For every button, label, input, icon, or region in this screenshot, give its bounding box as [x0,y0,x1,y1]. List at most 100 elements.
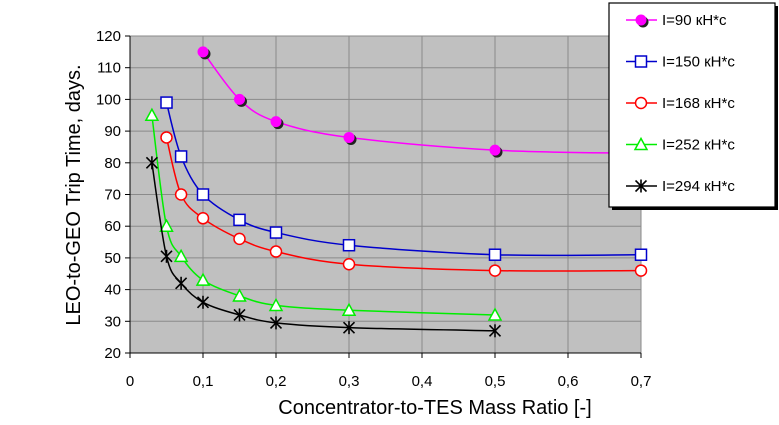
legend-marker [634,179,648,193]
data-point [196,295,210,309]
x-tick-label: 0,7 [631,373,652,390]
marker-circle [197,46,209,58]
data-point [488,248,502,261]
marker-circle [635,14,647,26]
data-point [233,308,246,322]
marker-triangle [159,218,174,232]
marker-square [488,248,502,261]
marker-square [174,150,188,163]
data-point [173,248,189,263]
marker-square [233,213,246,227]
data-point [487,307,503,321]
marker-triangle [633,136,649,151]
series-group [144,46,648,338]
y-tick-label: 20 [104,345,121,362]
legend-item: I=294 кН*с [626,178,735,195]
data-point [145,156,158,170]
legend-label: I=252 кН*с [662,137,735,154]
data-point [232,288,247,302]
marker-square [196,188,210,201]
data-point [341,302,357,316]
data-point [234,93,247,107]
data-point [269,245,283,258]
data-point [489,144,503,158]
data-point [233,232,246,246]
y-tick-label: 40 [104,282,121,299]
marker-square [634,55,648,68]
marker-square [634,248,648,261]
marker-triangle [173,248,189,263]
data-point [159,218,174,232]
legend-label: I=150 кН*с [662,54,735,71]
data-point [197,46,211,60]
x-axis-title: Concentrator-to-TES Mass Ratio [-] [278,397,591,419]
data-point [174,188,188,201]
y-tick-label: 90 [104,123,121,140]
marker-circle [489,144,501,156]
y-tick-label: 110 [97,60,121,77]
marker-square [160,96,173,109]
marker-circle [160,131,173,144]
data-point [144,107,160,121]
marker-circle [233,232,246,246]
y-tick-label: 30 [104,313,121,330]
y-tick-label: 120 [96,28,121,45]
data-point [160,249,173,263]
data-point [342,257,356,271]
y-tick-label: 60 [104,218,121,235]
data-point [269,316,283,330]
marker-circle [488,264,502,277]
legend-marker [634,96,648,110]
x-tick-label: 0,3 [339,373,360,390]
series-4 [145,156,502,338]
marker-triangle [195,272,211,286]
x-tick-label: 0,2 [266,373,287,390]
data-point [634,248,648,261]
x-tick-label: 0 [126,373,134,390]
marker-square [342,238,356,252]
y-tick-label: 50 [104,250,121,267]
data-point [270,116,284,130]
data-point [195,272,211,286]
data-point [634,264,648,277]
legend-label: I=90 кН*с [662,12,727,29]
data-point [342,321,356,335]
marker-triangle [487,307,503,321]
data-point [488,324,502,338]
data-point [233,213,246,227]
legend-label: I=168 кН*с [662,95,735,112]
data-point [269,226,283,239]
marker-circle [196,212,210,225]
legend-item: I=252 кН*с [626,137,735,154]
marker-square [269,226,283,239]
x-tick-label: 0,1 [193,373,214,390]
y-tick-label: 70 [104,187,121,204]
legend-marker [635,14,649,28]
marker-circle [342,257,356,271]
data-point [174,150,188,163]
y-tick-label: 80 [104,155,121,172]
legend-marker [634,55,648,68]
legend-item: I=150 кН*с [626,54,735,71]
legend-item: I=90 кН*с [626,12,727,29]
marker-circle [634,264,648,277]
data-point [196,188,210,201]
marker-circle [270,116,282,128]
data-point [160,96,173,109]
data-point [175,276,188,290]
legend: I=90 кН*с I=150 кН*с I=168 кН*с I=252 кН*с I… [608,2,778,210]
marker-circle [343,131,355,143]
series-1 [160,96,648,261]
axes: 20 30 40 50 60 70 80 90 100 110 120 0 0,1 0,2 0,3 0,4 0,… [96,28,651,390]
marker-circle [174,188,188,201]
data-point [488,264,502,277]
x-tick-label: 0,6 [558,373,579,390]
marker-triangle [144,107,160,121]
series-3 [144,107,503,321]
marker-circle [234,93,245,105]
data-point [268,297,284,312]
marker-triangle [341,302,357,316]
data-point [342,238,356,252]
